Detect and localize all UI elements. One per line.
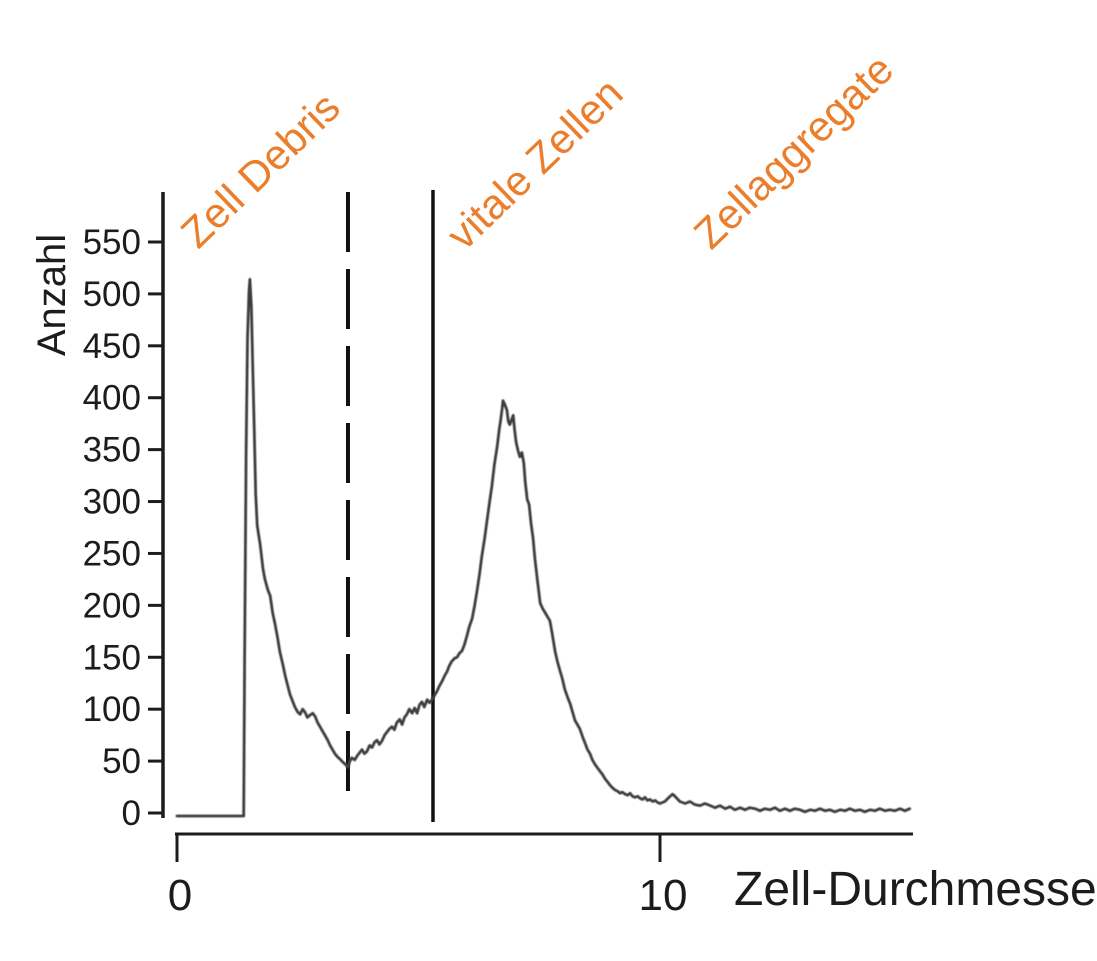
y-tick-label: 50	[102, 742, 141, 781]
y-tick-label: 550	[83, 223, 141, 262]
y-tick-label: 350	[83, 431, 141, 470]
y-tick-label: 0	[122, 794, 141, 833]
y-tick-label: 400	[83, 379, 141, 418]
y-tick-label: 100	[83, 690, 141, 729]
y-axis-ticks: 0 50 100 150 200 250 300 350 400 450 500 550	[83, 223, 162, 833]
x-axis-title: Zell-Durchmesser	[734, 863, 1097, 916]
y-tick-label: 150	[83, 638, 141, 677]
y-tick-label: 500	[83, 275, 141, 314]
y-tick-label: 450	[83, 327, 141, 366]
x-tick-label: 0	[168, 871, 192, 920]
region-divider-lines	[345, 190, 435, 822]
x-axis-ticks: 0 10	[168, 834, 688, 920]
x-tick-label: 10	[639, 871, 688, 920]
y-tick-label: 200	[83, 586, 141, 625]
y-axis-title: Anzahl	[30, 233, 74, 357]
cell-size-distribution-curve	[175, 277, 912, 818]
y-tick-label: 250	[83, 534, 141, 573]
y-tick-label: 300	[83, 483, 141, 522]
